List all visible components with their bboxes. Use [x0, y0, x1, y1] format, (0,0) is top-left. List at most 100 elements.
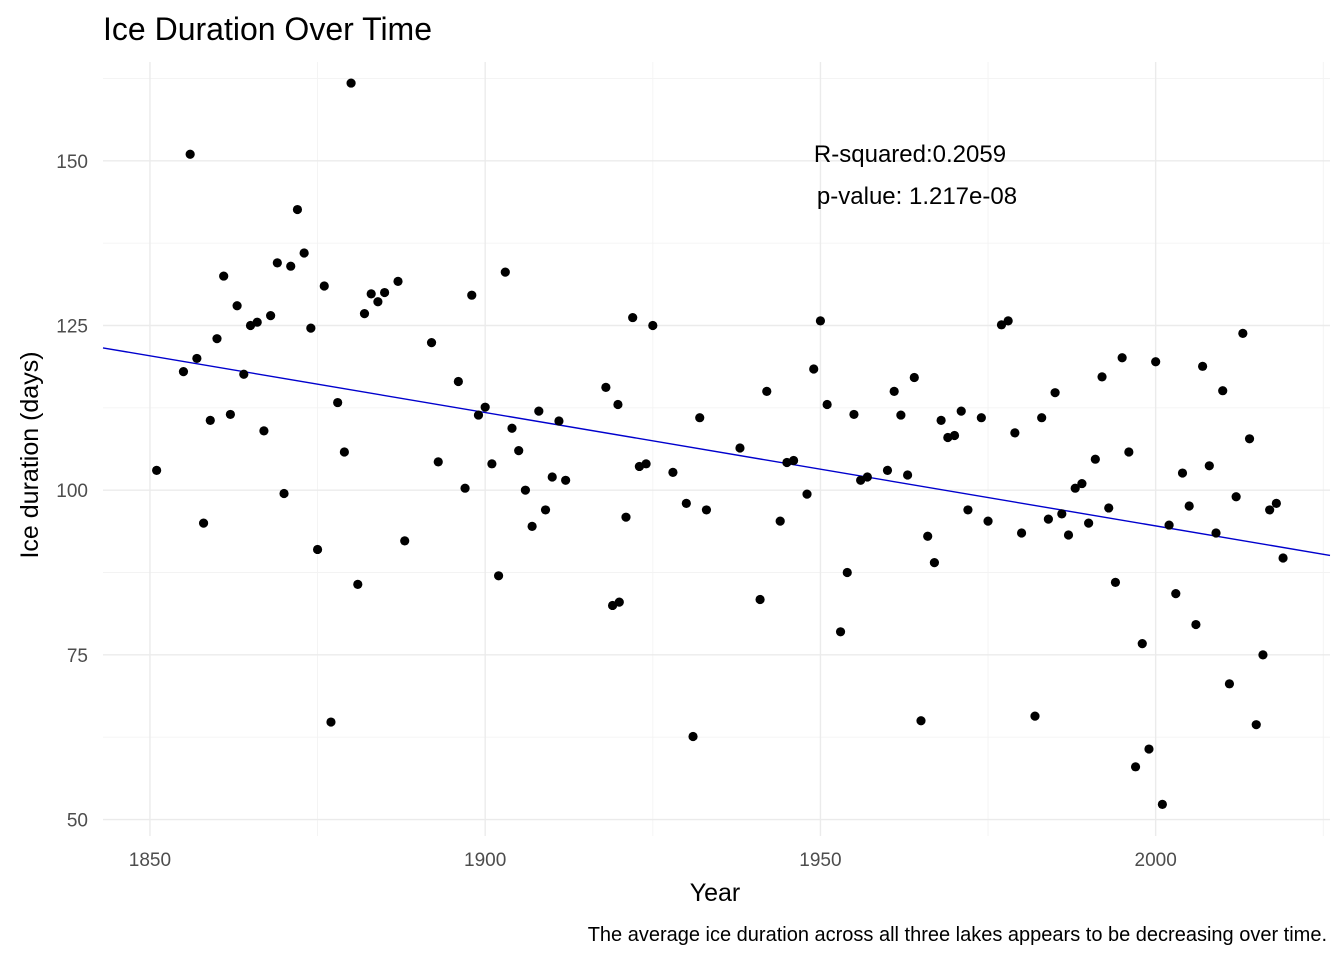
data-point [681, 498, 691, 508]
data-point [1278, 553, 1288, 563]
data-point [493, 571, 504, 581]
data-point [1137, 639, 1147, 649]
data-point [1271, 498, 1281, 508]
data-point [380, 287, 390, 298]
data-point [1258, 650, 1268, 660]
chart-title: Ice Duration Over Time [103, 11, 432, 47]
data-point [889, 386, 899, 396]
data-point [1164, 520, 1174, 530]
data-point [326, 717, 336, 727]
data-point [842, 567, 852, 578]
data-point [1030, 711, 1040, 721]
data-point [735, 443, 745, 453]
data-point [1003, 316, 1013, 326]
p-value-annotation: p-value: 1.217e-08 [817, 183, 1017, 210]
data-point [1204, 461, 1214, 471]
data-point [1171, 588, 1181, 599]
data-point [373, 297, 383, 307]
data-point [514, 446, 524, 456]
data-point [306, 323, 316, 333]
data-point [695, 413, 705, 423]
data-point [1224, 679, 1235, 689]
data-point [755, 594, 765, 605]
chart-caption: The average ice duration across all thre… [588, 924, 1327, 946]
x-axis-ticks: 1850 1900 1950 2000 [129, 850, 1177, 871]
data-point [762, 386, 772, 396]
x-tick-label: 1850 [129, 850, 171, 871]
data-point [460, 483, 470, 493]
data-point [1104, 503, 1114, 513]
grid [103, 62, 1330, 836]
data-point [152, 465, 162, 476]
data-point [1130, 762, 1141, 772]
data-point [393, 276, 403, 286]
data-point [540, 505, 551, 515]
data-point [252, 317, 262, 327]
data-point [1037, 413, 1047, 423]
data-point [688, 731, 698, 742]
data-point [1110, 577, 1121, 587]
data-point [219, 271, 229, 281]
data-point [1184, 501, 1194, 511]
data-point [534, 406, 544, 416]
data-point [426, 338, 437, 348]
data-point [936, 415, 946, 425]
data-point [822, 399, 832, 410]
trend-layer [102, 347, 1331, 557]
data-point [802, 489, 812, 499]
data-point [480, 402, 490, 412]
data-point [1050, 388, 1060, 398]
data-point [1157, 799, 1167, 809]
data-point [1117, 353, 1127, 363]
data-point [996, 320, 1007, 330]
data-point [916, 716, 926, 726]
data-point [882, 465, 893, 476]
data-point [339, 447, 349, 457]
data-point [1124, 447, 1134, 457]
data-point [1238, 328, 1248, 338]
data-point [1070, 483, 1080, 493]
data-point [641, 459, 651, 469]
data-point [1177, 468, 1188, 478]
data-point [366, 289, 376, 299]
regression-line [102, 347, 1331, 557]
x-tick-label: 1950 [799, 850, 841, 871]
data-point [272, 258, 282, 268]
data-point [1084, 518, 1094, 528]
data-point [205, 415, 215, 425]
data-point [835, 627, 846, 637]
data-point [1016, 528, 1027, 538]
data-point [212, 334, 222, 344]
data-point [775, 516, 785, 526]
data-point [1151, 357, 1161, 367]
data-point [1063, 530, 1074, 540]
data-point [849, 409, 859, 420]
data-point [232, 301, 242, 311]
data-point [299, 248, 309, 258]
data-points [152, 78, 1288, 809]
data-point [467, 290, 477, 300]
data-point [896, 410, 906, 420]
data-point [547, 472, 557, 482]
data-point [239, 369, 249, 379]
data-point [1218, 386, 1228, 396]
data-point [815, 316, 826, 326]
data-point [1057, 509, 1067, 519]
data-point [902, 470, 913, 480]
data-point [1244, 434, 1255, 444]
data-point [1090, 454, 1100, 464]
data-point [956, 406, 966, 416]
data-point [1251, 720, 1261, 730]
data-point [487, 459, 497, 469]
data-point [983, 516, 993, 526]
data-point [601, 382, 611, 393]
data-point [353, 579, 363, 589]
data-point [929, 558, 940, 568]
data-point [909, 372, 919, 383]
x-tick-label: 1900 [464, 850, 506, 871]
data-point [1077, 478, 1087, 489]
data-point [963, 505, 973, 515]
data-point [346, 78, 356, 88]
data-point [312, 544, 323, 555]
y-tick-label: 75 [67, 646, 88, 667]
